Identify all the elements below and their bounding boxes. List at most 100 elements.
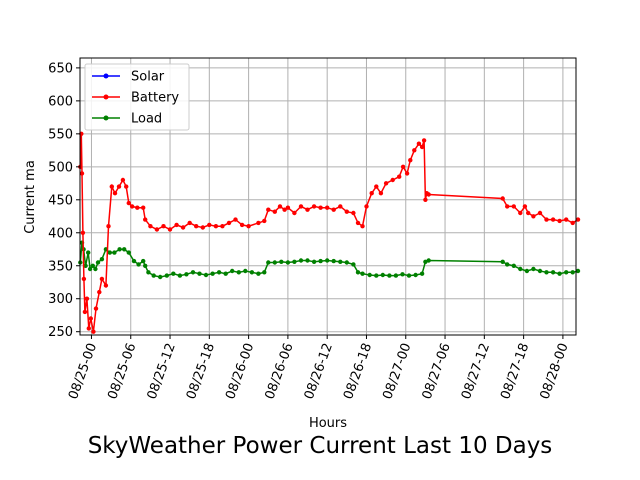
load-data-point — [86, 250, 91, 255]
load-data-point — [223, 271, 228, 276]
y-axis-label: Current ma — [23, 160, 38, 234]
battery-data-point — [141, 205, 146, 210]
load-data-point — [243, 268, 248, 274]
battery-data-point — [126, 200, 131, 206]
battery-data-point — [167, 227, 173, 232]
battery-data-point — [570, 220, 575, 226]
battery-data-point — [266, 207, 271, 212]
battery-data-point — [511, 204, 516, 209]
load-data-point — [564, 270, 569, 275]
load-data-point — [95, 260, 101, 265]
load-data-point — [236, 270, 241, 275]
x-tick-label: 08/25-00 — [66, 341, 100, 401]
battery-data-point — [93, 306, 99, 311]
load-data-point — [122, 247, 127, 252]
battery-data-point — [143, 217, 148, 222]
battery-data-point — [88, 316, 94, 321]
load-data-point — [367, 272, 372, 278]
load-data-point — [146, 270, 151, 275]
battery-data-point — [91, 329, 96, 334]
battery-data-point — [331, 207, 336, 212]
battery-data-point — [233, 217, 238, 222]
load-data-point — [531, 266, 536, 272]
x-axis-label: Hours — [309, 416, 347, 431]
battery-data-point — [277, 204, 283, 209]
battery-data-point — [537, 210, 543, 216]
load-data-point — [360, 271, 365, 276]
x-tick-label: 08/26-00 — [223, 341, 257, 401]
load-data-point — [374, 273, 379, 278]
load-data-point — [570, 270, 575, 275]
x-tick-label: 08/25-18 — [184, 341, 218, 401]
legend-label-solar: Solar — [131, 70, 165, 85]
battery-data-point — [154, 227, 160, 232]
load-data-point — [380, 272, 385, 278]
load-data-point — [298, 258, 304, 263]
battery-data-point — [194, 224, 199, 229]
x-tick-label: 08/27-18 — [498, 341, 532, 401]
load-data-point — [131, 258, 137, 264]
load-data-point — [338, 259, 343, 264]
battery-data-point — [82, 309, 88, 315]
load-data-point — [158, 274, 163, 280]
battery-data-point — [282, 207, 287, 212]
battery-data-point — [187, 220, 192, 226]
battery-data-point — [550, 217, 556, 222]
battery-data-point — [239, 222, 245, 228]
battery-data-point — [120, 177, 126, 183]
load-data-point — [325, 258, 330, 263]
legend-label-battery: Battery — [131, 91, 179, 106]
x-tick-label: 08/26-12 — [302, 341, 336, 401]
battery-data-point — [500, 196, 505, 201]
load-data-point — [351, 262, 356, 267]
y-tick-label: 650 — [48, 61, 73, 76]
battery-data-point — [416, 141, 422, 146]
battery-data-point — [408, 158, 413, 163]
battery-data-point — [292, 210, 297, 216]
load-data-point — [177, 273, 183, 278]
load-data-point — [87, 266, 93, 272]
battery-data-point — [109, 184, 115, 189]
y-tick-label: 600 — [48, 94, 73, 109]
battery-data-point — [79, 171, 85, 176]
battery-data-point — [84, 296, 90, 301]
load-data-point — [331, 258, 336, 264]
battery-data-point — [344, 209, 349, 214]
load-data-point — [557, 271, 562, 276]
battery-data-point — [226, 220, 232, 226]
battery-data-point — [360, 224, 365, 229]
x-tick-label: 08/26-18 — [341, 341, 375, 401]
load-data-point — [537, 268, 543, 274]
load-data-point — [143, 263, 148, 268]
battery-data-point — [557, 218, 562, 224]
load-data-point — [171, 271, 176, 276]
y-tick-label: 450 — [48, 193, 73, 208]
battery-data-point — [364, 204, 369, 209]
load-data-point — [249, 270, 255, 275]
load-data-point — [400, 272, 405, 277]
battery-data-point — [262, 218, 267, 224]
battery-data-point — [369, 191, 374, 196]
load-data-point — [90, 263, 96, 268]
load-data-point — [344, 260, 349, 265]
load-data-point — [197, 271, 202, 276]
battery-data-point — [421, 138, 427, 143]
battery-data-point — [213, 224, 219, 229]
load-data-point — [262, 270, 267, 275]
load-data-point — [305, 258, 310, 263]
load-data-point — [423, 259, 428, 264]
load-data-point — [272, 260, 277, 265]
y-tick-label: 250 — [48, 325, 73, 340]
battery-data-point — [112, 191, 118, 196]
battery-data-point — [305, 207, 310, 212]
y-tick-label: 550 — [48, 127, 73, 142]
battery-data-point — [148, 224, 153, 229]
legend: Solar Battery Load — [84, 63, 190, 131]
battery-data-point — [86, 326, 92, 331]
load-data-point — [256, 271, 261, 276]
battery-data-point — [374, 184, 379, 189]
y-tick-label: 400 — [48, 226, 73, 241]
battery-data-point — [531, 214, 536, 219]
load-data-point — [230, 268, 235, 274]
load-data-point — [117, 247, 122, 252]
